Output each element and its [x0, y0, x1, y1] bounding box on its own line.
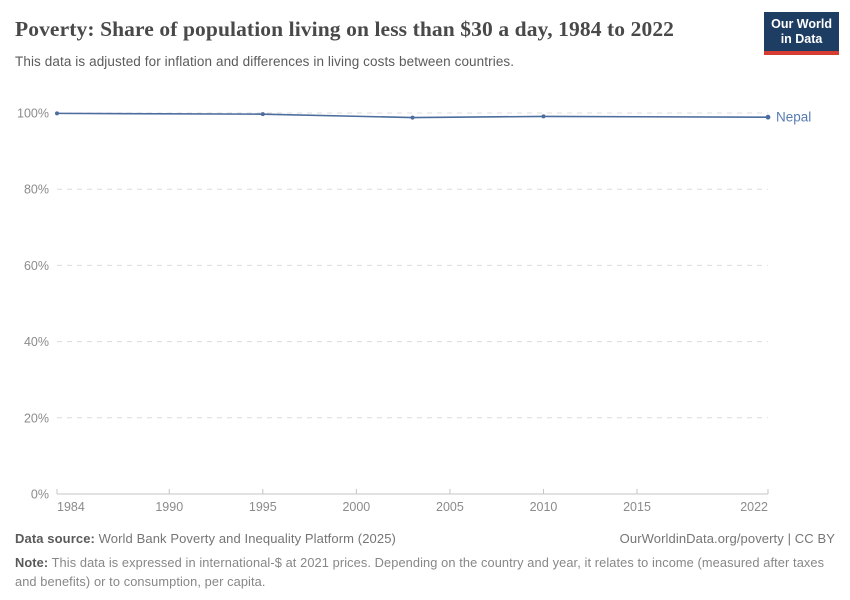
chart-header: Poverty: Share of population living on l… — [15, 12, 839, 70]
owid-logo-line2: in Data — [780, 32, 823, 46]
y-axis-tick-label: 60% — [24, 259, 49, 273]
data-point-nepal-2022 — [765, 114, 771, 120]
data-source-label: Data source: — [15, 531, 95, 546]
note: Note: This data is expressed in internat… — [15, 554, 827, 591]
chart-footer: Data source: World Bank Poverty and Ineq… — [15, 531, 835, 591]
data-source: Data source: World Bank Poverty and Ineq… — [15, 531, 396, 546]
data-point-nepal-2010 — [541, 114, 546, 119]
y-axis-tick-label: 80% — [24, 183, 49, 197]
data-point-nepal-1995 — [260, 112, 265, 117]
chart-title: Poverty: Share of population living on l… — [15, 17, 675, 41]
owid-logo-line1: Our World — [771, 17, 832, 31]
x-axis-tick-label: 2000 — [342, 500, 370, 514]
x-axis-tick-label: 2022 — [740, 500, 768, 514]
y-axis-tick-label: 20% — [24, 411, 49, 425]
attribution: OurWorldinData.org/poverty | CC BY — [619, 531, 835, 546]
data-point-nepal-1984 — [55, 111, 59, 116]
owid-logo: Our World in Data — [764, 12, 839, 55]
x-axis-tick-label: 1995 — [249, 500, 277, 514]
x-axis-tick-label: 1990 — [155, 500, 183, 514]
data-point-nepal-2003 — [410, 115, 415, 120]
chart-subtitle: This data is adjusted for inflation and … — [15, 54, 515, 70]
data-source-value: World Bank Poverty and Inequality Platfo… — [94, 531, 396, 546]
entity-label-nepal: Nepal — [776, 110, 811, 125]
source-row: Data source: World Bank Poverty and Ineq… — [15, 531, 835, 546]
note-value: This data is expressed in international-… — [15, 555, 825, 589]
y-axis-tick-label: 40% — [24, 335, 49, 349]
x-axis-tick-label: 1984 — [57, 500, 85, 514]
note-label: Note: — [15, 555, 49, 570]
x-axis-tick-label: 2010 — [530, 500, 558, 514]
x-axis-tick-label: 2005 — [436, 500, 464, 514]
line-chart: 0% 20% 40% 60% 80% 100% 1984 1990 1995 2000 2005 20… — [17, 107, 811, 515]
y-axis-tick-label: 0% — [31, 488, 49, 502]
x-axis-tick-label: 2015 — [623, 500, 651, 514]
y-axis-tick-label: 100% — [17, 107, 49, 121]
